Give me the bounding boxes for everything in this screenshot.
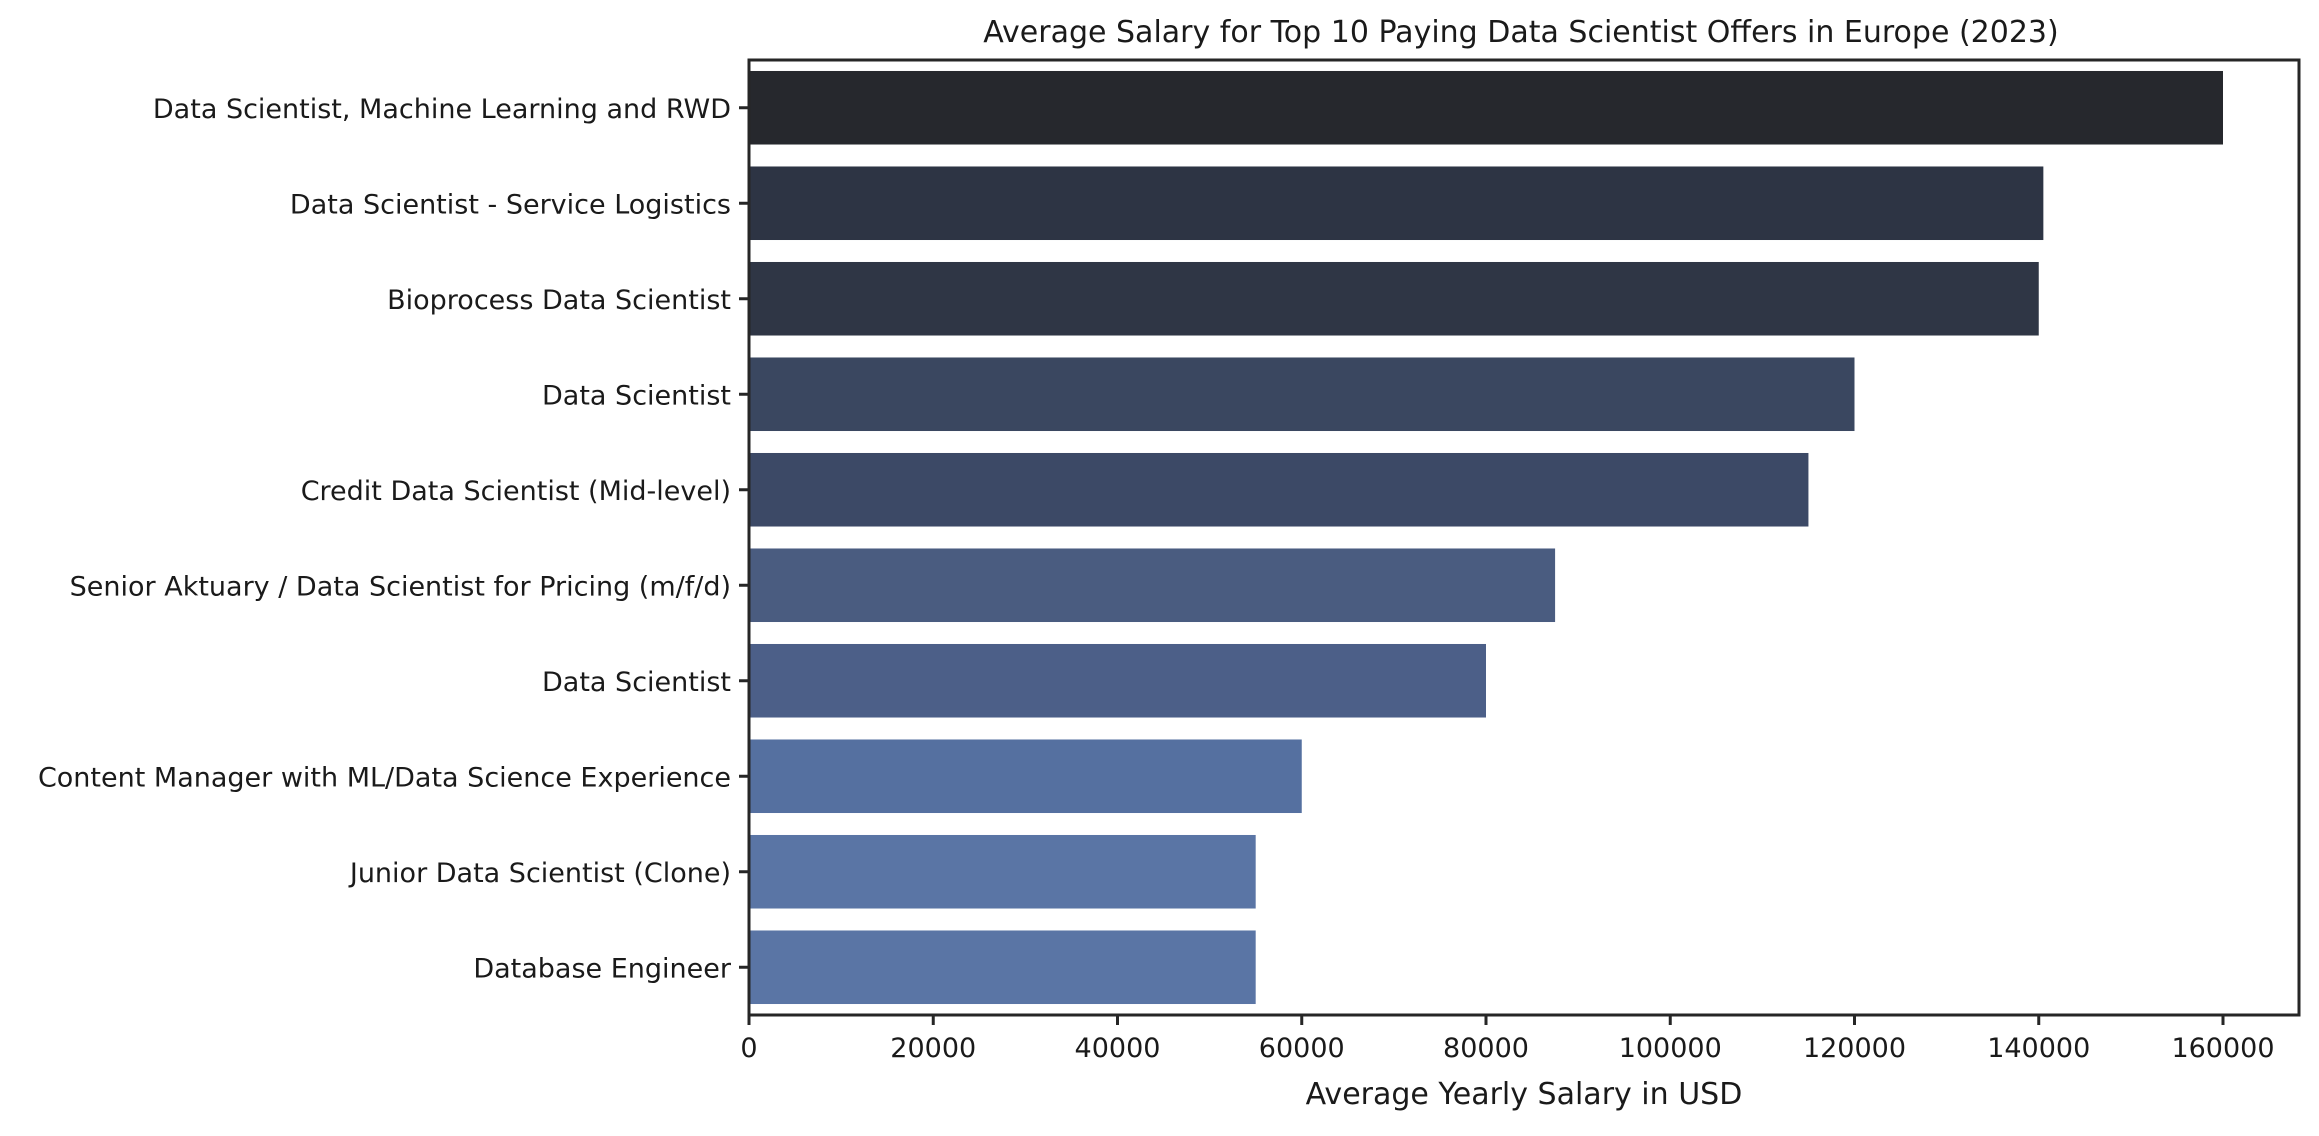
y-tick-label: Data Scientist, Machine Learning and RWD: [153, 94, 731, 125]
bar: [749, 930, 1256, 1005]
bar: [749, 452, 1809, 527]
bar: [749, 166, 2044, 241]
y-tick-label: Junior Data Scientist (Clone): [348, 858, 731, 889]
x-tick-label: 40000: [1075, 1033, 1161, 1064]
y-axis-ticks: Data Scientist, Machine Learning and RWD…: [38, 94, 749, 984]
plot-frame: [747, 58, 2301, 1017]
y-tick-label: Bioprocess Data Scientist: [387, 285, 731, 316]
bar: [749, 739, 1302, 814]
y-tick-label: Data Scientist: [542, 380, 731, 411]
x-tick-label: 0: [740, 1033, 757, 1064]
y-tick-label: Content Manager with ML/Data Science Exp…: [38, 762, 731, 793]
x-tick-label: 20000: [890, 1033, 976, 1064]
chart-title: Average Salary for Top 10 Paying Data Sc…: [983, 15, 2058, 50]
y-tick-label: Credit Data Scientist (Mid-level): [301, 476, 731, 507]
bar: [749, 261, 2039, 336]
bar: [749, 70, 2223, 145]
x-tick-label: 160000: [2171, 1033, 2274, 1064]
y-tick-label: Database Engineer: [473, 953, 732, 984]
bar: [749, 548, 1556, 623]
bar: [749, 357, 1855, 432]
x-tick-label: 100000: [1619, 1033, 1722, 1064]
y-tick-label: Data Scientist - Service Logistics: [290, 189, 731, 220]
x-tick-label: 120000: [1803, 1033, 1906, 1064]
bar: [749, 834, 1256, 909]
x-axis-ticks: 0 20000 40000 60000 80000 100000 120000 140000 1…: [740, 1015, 2275, 1064]
bars-group: [749, 70, 2223, 1005]
x-tick-label: 140000: [1987, 1033, 2090, 1064]
x-tick-label: 80000: [1443, 1033, 1529, 1064]
y-tick-label: Senior Aktuary / Data Scientist for Pric…: [70, 571, 731, 602]
x-axis-label: Average Yearly Salary in USD: [1306, 1077, 1743, 1112]
bar: [749, 643, 1486, 718]
x-tick-label: 60000: [1259, 1033, 1345, 1064]
y-tick-label: Data Scientist: [542, 667, 731, 698]
